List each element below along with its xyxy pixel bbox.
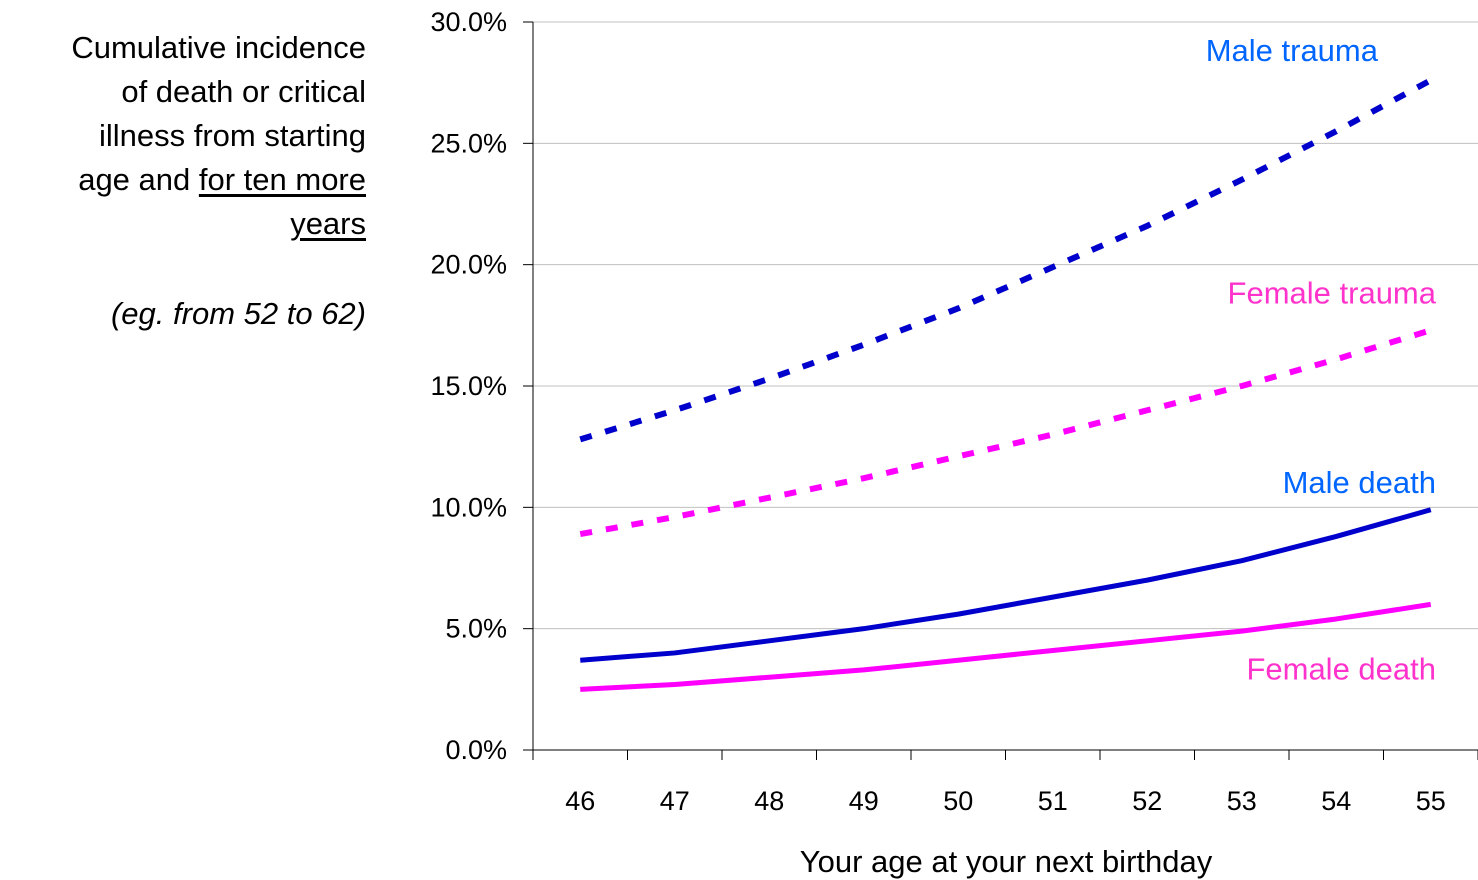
y-tick-label: 10.0% xyxy=(430,492,507,522)
grid-lines xyxy=(533,21,1478,630)
series-label: Female trauma xyxy=(1228,275,1437,310)
description-line-4-plain: age and xyxy=(78,162,199,197)
y-tick-label: 20.0% xyxy=(430,250,507,280)
y-tick-label: 15.0% xyxy=(430,371,507,401)
x-tick-label: 55 xyxy=(1416,786,1446,816)
series-label: Female death xyxy=(1246,652,1436,687)
x-tick-label: 51 xyxy=(1038,786,1068,816)
x-tick-label: 53 xyxy=(1227,786,1257,816)
chart-example-note: (eg. from 52 to 62) xyxy=(110,296,366,331)
x-tick-label: 50 xyxy=(943,786,973,816)
x-axis-title: Your age at your next birthday xyxy=(800,844,1213,879)
series-line-male-trauma xyxy=(579,77,1433,443)
description-underlined-2: years xyxy=(290,206,366,241)
y-tick-label: 5.0% xyxy=(445,614,507,644)
y-tick-label: 30.0% xyxy=(430,7,507,37)
series-labels: Male trauma Female trauma Male death Female… xyxy=(1206,33,1437,687)
tick-labels: 0.0% 5.0% 10.0% 15.0% 20.0% 25.0% 30.0% 46 47 48 4… xyxy=(430,7,1445,816)
chart-description: Cumulative incidence of death or critica… xyxy=(10,26,366,246)
series-line-female-death xyxy=(580,601,1432,692)
x-tick-label: 46 xyxy=(565,786,595,816)
description-line-4: age and for ten more xyxy=(10,158,366,202)
description-line-5: years xyxy=(10,202,366,246)
series-label: Male trauma xyxy=(1206,33,1379,68)
series-line-female-trauma xyxy=(579,327,1432,537)
description-line-3: illness from starting xyxy=(98,118,366,153)
series-line-male-death xyxy=(580,507,1432,663)
description-line-1: Cumulative incidence xyxy=(71,30,366,65)
x-tick-label: 49 xyxy=(849,786,879,816)
series-lines xyxy=(579,77,1433,692)
y-tick-label: 0.0% xyxy=(445,735,507,765)
description-line-2: of death or critical xyxy=(121,74,366,109)
x-tick-label: 47 xyxy=(660,786,690,816)
y-tick-label: 25.0% xyxy=(430,128,507,158)
x-tick-label: 48 xyxy=(754,786,784,816)
series-label: Male death xyxy=(1283,465,1436,500)
x-tick-label: 52 xyxy=(1132,786,1162,816)
axes xyxy=(523,21,1478,760)
x-tick-label: 54 xyxy=(1321,786,1351,816)
description-underlined-1: for ten more xyxy=(198,162,366,197)
